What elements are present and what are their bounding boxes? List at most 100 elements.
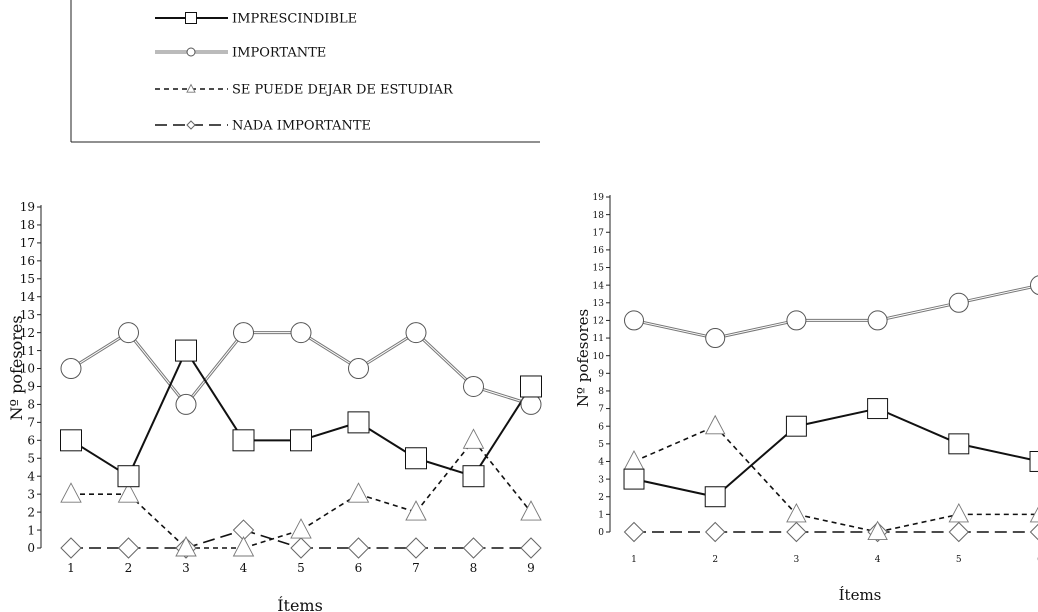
legend-label: SE PUEDE DEJAR DE ESTUDIAR — [232, 83, 454, 98]
series-segment — [185, 529, 244, 549]
data-point — [867, 520, 888, 541]
data-point — [624, 310, 644, 331]
x-tick-label: 8 — [470, 561, 478, 575]
series-segment — [127, 350, 187, 477]
data-point — [867, 310, 888, 331]
x-tick-label: 5 — [956, 555, 962, 565]
series-segment-inner — [877, 302, 959, 321]
legend-marker — [186, 83, 196, 93]
series-markers — [60, 322, 542, 415]
data-point — [786, 310, 807, 331]
series-markers — [623, 414, 1038, 541]
x-tick-label: 4 — [240, 561, 248, 575]
data-point — [117, 482, 140, 503]
legend-label: IMPRESCINDIBLE — [232, 12, 357, 27]
data-point — [347, 411, 370, 434]
data-point — [462, 428, 485, 449]
y-tick-label: 2 — [27, 505, 35, 519]
series-segment-inner — [128, 332, 187, 405]
y-axis-label: Nº pofesores — [7, 315, 26, 420]
y-tick-label: 10 — [20, 362, 35, 376]
y-tick-label: 0 — [598, 528, 604, 538]
x-tick-label: 7 — [412, 561, 420, 575]
data-point — [405, 322, 427, 344]
data-point — [348, 358, 369, 380]
data-point — [290, 429, 312, 452]
legend-item: IMPORTANTE — [155, 46, 326, 61]
x-tick-label: 5 — [297, 561, 305, 575]
series-segment — [127, 493, 187, 549]
y-tick-label: 7 — [27, 416, 35, 430]
series-segment — [714, 425, 798, 498]
data-point — [175, 393, 197, 415]
y-tick-label: 14 — [20, 290, 36, 304]
x-axis-label: Ítems — [277, 595, 323, 612]
series-line — [633, 425, 1038, 533]
series-markers — [623, 521, 1038, 543]
series-segment — [300, 493, 359, 531]
x-tick-label: 3 — [182, 561, 190, 575]
y-tick-label: 19 — [20, 200, 35, 214]
y-tick-label: 5 — [27, 451, 35, 465]
series-segment — [796, 513, 878, 533]
data-point — [118, 322, 139, 344]
x-tick-label: 1 — [631, 555, 637, 565]
series-segment-inner — [715, 319, 797, 339]
data-point — [785, 415, 807, 437]
y-tick-label: 1 — [27, 523, 35, 537]
y-tick-label: 8 — [598, 387, 604, 397]
series-markers — [60, 519, 542, 559]
data-point — [117, 465, 140, 488]
data-point — [1029, 523, 1038, 541]
x-tick-label: 1 — [67, 561, 75, 575]
series-markers — [623, 398, 1038, 508]
series-segment-inner — [300, 332, 359, 369]
series-markers — [60, 428, 542, 557]
series-segment — [243, 529, 302, 549]
series-segment-inner — [70, 332, 129, 369]
x-tick-label: 4 — [875, 555, 881, 565]
legend-item: IMPRESCINDIBLE — [155, 12, 357, 27]
data-point — [405, 500, 427, 521]
data-point — [948, 521, 970, 543]
data-point — [948, 292, 969, 313]
x-tick-label: 9 — [527, 561, 535, 575]
y-tick-label: 13 — [20, 308, 35, 322]
legend-marker — [186, 120, 196, 130]
series-segment — [796, 407, 878, 428]
series-segment — [877, 407, 960, 445]
series-line — [70, 350, 532, 478]
y-tick-label: 10 — [593, 352, 605, 362]
series-segment — [185, 350, 245, 441]
y-tick-label: 6 — [598, 422, 604, 432]
y-tick-label: 7 — [598, 405, 604, 415]
data-point — [290, 322, 312, 344]
y-tick-label: 9 — [598, 369, 604, 379]
data-point — [1029, 450, 1038, 472]
y-tick-label: 3 — [598, 475, 604, 485]
y-tick-label: 18 — [593, 211, 605, 221]
series-line — [633, 284, 1038, 340]
legend-marker — [186, 47, 196, 57]
series-segment-inner — [633, 319, 716, 339]
x-tick-label: 2 — [125, 561, 133, 575]
data-point — [60, 358, 82, 380]
series-segment — [415, 439, 475, 513]
y-tick-label: 3 — [27, 487, 35, 501]
legend-item: NADA IMPORTANTE — [155, 119, 371, 134]
data-point — [462, 537, 485, 559]
data-point — [704, 521, 726, 543]
y-tick-label: 18 — [20, 218, 35, 232]
y-tick-label: 16 — [593, 246, 605, 256]
series-markers — [624, 275, 1038, 349]
chart-legend: IMPRESCINDIBLE IMPORTANTE SE PUEDE DEJAR D… — [70, 0, 540, 143]
data-point — [60, 537, 82, 559]
data-point — [705, 328, 726, 349]
data-point — [232, 429, 255, 452]
series-segment — [877, 513, 959, 533]
y-tick-label: 12 — [593, 317, 604, 327]
y-tick-label: 5 — [598, 440, 604, 450]
data-point — [1030, 275, 1038, 295]
